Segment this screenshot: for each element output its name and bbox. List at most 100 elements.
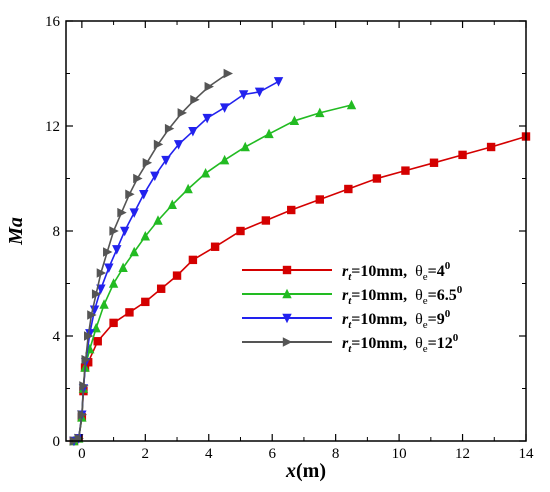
legend-swatch-marker	[282, 337, 293, 347]
data-point	[117, 207, 127, 218]
data-point	[190, 95, 200, 105]
data-point	[93, 337, 102, 346]
data-point	[429, 158, 439, 167]
data-point	[486, 142, 496, 152]
data-point	[133, 173, 143, 184]
y-axis-title: Ma	[5, 217, 27, 246]
data-point	[140, 231, 151, 241]
legend-label: rt=10mm, θe=40	[342, 260, 451, 283]
data-point	[79, 381, 89, 391]
data-point	[219, 154, 230, 165]
data-point	[372, 174, 382, 183]
data-point	[129, 246, 139, 257]
data-point	[273, 77, 284, 87]
data-point	[223, 68, 233, 79]
data-point	[264, 128, 274, 139]
y-tick-label: 8	[53, 224, 61, 240]
data-point	[109, 226, 119, 236]
data-point	[346, 99, 357, 110]
legend-label: rt=10mm, θe=6.50	[342, 284, 463, 307]
data-point	[108, 278, 119, 288]
data-point	[109, 318, 118, 328]
legend-swatch-marker	[282, 265, 292, 275]
data-point	[84, 331, 94, 341]
data-point	[240, 141, 250, 152]
data-point	[287, 205, 296, 215]
x-tick-label: 0	[78, 446, 86, 462]
data-point	[153, 215, 163, 225]
x-axis-variable: x	[285, 460, 296, 482]
x-tick-label: 8	[332, 446, 340, 462]
plot-frame	[65, 20, 527, 442]
data-point	[177, 108, 187, 118]
data-point	[153, 139, 164, 150]
data-point	[167, 199, 177, 209]
data-point	[183, 183, 193, 194]
data-point	[87, 310, 97, 320]
tick-layer: 0 2 4 6 8 10 12 14 0 4 8 12 16	[45, 14, 534, 462]
data-point	[104, 263, 114, 273]
series-layer	[69, 68, 531, 447]
data-point	[254, 87, 265, 98]
data-point	[125, 308, 134, 317]
series-2	[69, 99, 357, 446]
x-tick-label: 10	[392, 446, 407, 462]
data-point	[85, 329, 95, 339]
data-point	[204, 81, 214, 92]
legend-label: rt=10mm, θe=120	[342, 332, 459, 355]
data-point	[96, 284, 106, 294]
data-point	[119, 226, 130, 237]
x-tick-label: 12	[455, 446, 470, 462]
legend-swatch-marker	[282, 313, 292, 324]
y-tick-label: 0	[53, 434, 61, 450]
data-point	[219, 103, 230, 113]
data-point	[236, 226, 245, 236]
data-point	[99, 299, 109, 309]
series-3	[69, 77, 284, 447]
legend-swatch-marker	[282, 288, 292, 299]
data-point	[125, 189, 135, 199]
data-point	[150, 171, 160, 182]
data-point	[238, 90, 249, 100]
y-tick-label: 12	[45, 119, 60, 135]
x-tick-label: 2	[142, 446, 150, 462]
data-point	[141, 297, 150, 307]
data-point	[77, 410, 88, 420]
data-point	[129, 208, 139, 218]
data-point	[96, 268, 107, 278]
data-point	[188, 255, 198, 265]
x-tick-label: 6	[268, 446, 276, 462]
data-point	[112, 245, 122, 255]
legend-entry: rt=10mm, θe=6.50	[242, 284, 463, 307]
data-point	[173, 140, 184, 150]
data-point	[315, 195, 324, 204]
data-point	[91, 289, 102, 299]
data-point	[161, 155, 171, 166]
data-point	[139, 190, 149, 200]
legend-entry: rt=10mm, θe=120	[242, 332, 459, 355]
data-point	[156, 284, 166, 293]
data-point	[164, 123, 175, 134]
data-point	[202, 113, 212, 124]
x-axis-unit: (m)	[296, 460, 326, 482]
data-point	[103, 247, 113, 257]
data-point	[401, 166, 410, 175]
data-point	[210, 242, 220, 251]
legend-label: rt=10mm, θe=90	[342, 308, 451, 331]
legend-entry: rt=10mm, θe=90	[242, 308, 451, 331]
legend-entry: rt=10mm, θe=40	[242, 260, 451, 283]
data-point	[118, 262, 128, 272]
data-point	[81, 354, 91, 365]
data-point	[458, 150, 467, 160]
data-point	[142, 158, 153, 168]
data-point	[344, 184, 353, 194]
data-point	[188, 127, 198, 137]
y-tick-label: 4	[53, 329, 61, 345]
data-point	[261, 216, 271, 225]
series-line	[73, 104, 352, 442]
series-4	[69, 68, 233, 446]
x-tick-label: 14	[519, 446, 535, 462]
data-point	[315, 107, 325, 118]
